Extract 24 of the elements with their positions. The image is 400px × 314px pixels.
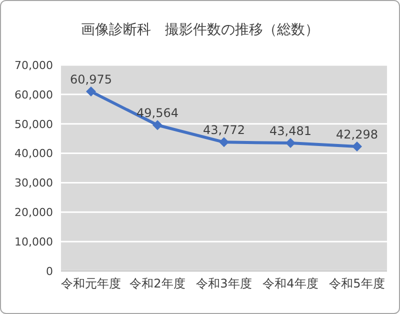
data-label: 43,772 [203,123,245,138]
data-label: 43,481 [270,124,312,138]
data-label: 42,298 [336,128,378,142]
data-label: 60,975 [70,72,112,87]
y-tick-label: 10,000 [14,235,53,248]
point [352,142,362,152]
point [86,86,96,97]
y-tick-label: 30,000 [14,176,53,190]
y-tick-label: 20,000 [14,206,53,220]
data-label: 49,564 [136,106,178,120]
x-tick-label: 令和3年度 [196,276,252,291]
point [219,137,229,148]
y-tick-label: 0 [46,264,53,278]
point [286,138,296,148]
y-tick-label: 40,000 [14,147,53,160]
x-tick-label: 令和5年度 [329,276,385,291]
point [152,120,162,130]
x-tick-label: 令和元年度 [61,276,121,291]
x-tick-label: 令和4年度 [262,276,318,291]
y-tick-label: 60,000 [14,88,53,102]
y-tick-label: 50,000 [14,118,53,131]
x-tick-label: 令和2年度 [130,276,186,291]
y-tick-label: 70,000 [14,58,53,72]
chart-title: 画像診断科 撮影件数の推移（総数） [80,21,320,39]
